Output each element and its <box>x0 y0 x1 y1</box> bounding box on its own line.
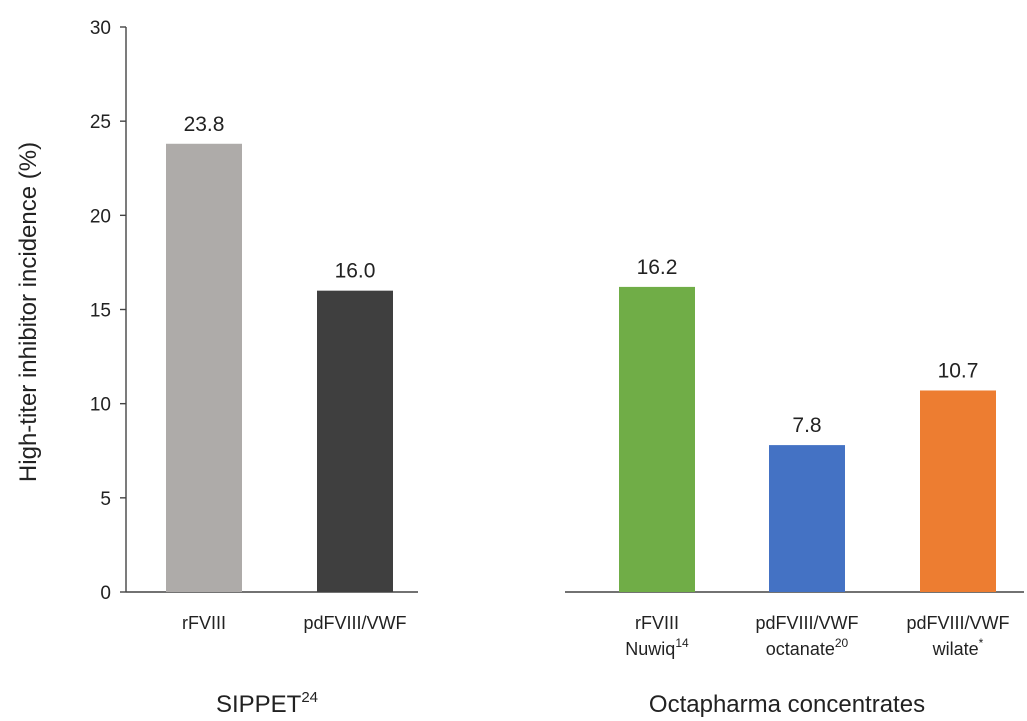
reference-superscript: 14 <box>675 636 689 650</box>
y-tick-label: 15 <box>90 301 111 322</box>
category-label: pdFVIII/VWF <box>303 613 406 633</box>
reference-superscript: 20 <box>835 636 849 650</box>
data-label: 7.8 <box>792 414 821 437</box>
category-sublabel: octanate20 <box>766 636 849 659</box>
group-label-text: Octapharma concentrates <box>649 691 925 718</box>
category-sublabel: Nuwiq14 <box>625 636 689 659</box>
data-label: 16.2 <box>637 256 678 279</box>
data-label: 10.7 <box>938 359 979 382</box>
bar <box>920 390 996 592</box>
reference-superscript: * <box>979 636 984 650</box>
y-tick-label: 30 <box>90 18 111 39</box>
category-label: rFVIII <box>635 613 679 633</box>
y-tick-label: 5 <box>100 489 111 510</box>
category-label: rFVIII <box>182 613 226 633</box>
category-sublabel-text: wilate <box>932 639 979 659</box>
axes <box>125 27 1024 593</box>
group-label-text: SIPPET <box>216 691 302 718</box>
bar <box>769 445 845 592</box>
y-tick-label: 10 <box>90 395 111 416</box>
y-ticks: 0 5 10 15 20 25 30 <box>90 18 126 604</box>
category-label: pdFVIII/VWF <box>755 613 858 633</box>
bars <box>166 143 996 592</box>
bar <box>619 286 695 592</box>
category-sublabel: wilate* <box>932 636 984 659</box>
group-label: Octapharma concentrates <box>649 691 925 718</box>
group-label: SIPPET24 <box>216 689 318 718</box>
y-tick-label: 0 <box>100 583 111 604</box>
category-sublabel-text: octanate <box>766 639 835 659</box>
y-tick-label: 20 <box>90 206 111 227</box>
bar <box>317 290 393 592</box>
labels: 23.8 rFVIII 16.0 pdFVIII/VWF SIPPET24 16.2 rFV… <box>182 113 1010 718</box>
group-reference-superscript: 24 <box>301 689 318 706</box>
bar <box>166 143 242 592</box>
data-label: 16.0 <box>335 260 376 283</box>
data-label: 23.8 <box>184 113 225 136</box>
y-axis-label: High-titer inhibitor incidence (%) <box>15 142 42 482</box>
y-tick-label: 25 <box>90 112 111 133</box>
category-sublabel-text: Nuwiq <box>625 639 675 659</box>
category-label: pdFVIII/VWF <box>906 613 1009 633</box>
